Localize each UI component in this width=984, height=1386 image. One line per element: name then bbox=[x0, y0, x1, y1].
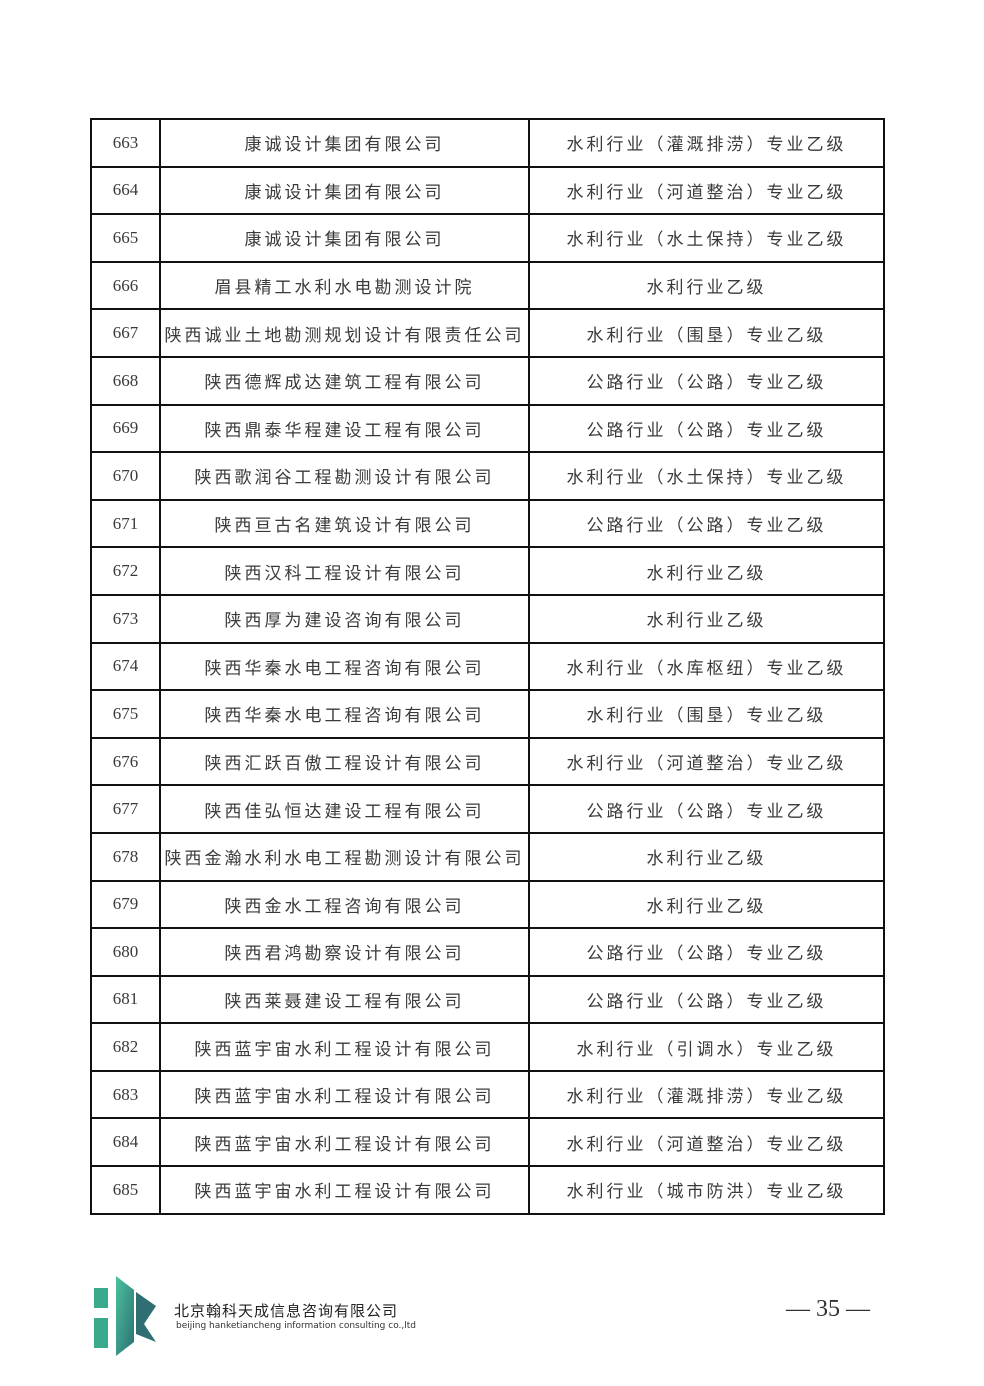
company-name-cell: 康诚设计集团有限公司 bbox=[159, 213, 530, 263]
company-name-cell: 康诚设计集团有限公司 bbox=[159, 118, 530, 168]
company-name-cell: 陕西亘古名建筑设计有限公司 bbox=[159, 498, 530, 549]
company-name-cell: 陕西厚为建设咨询有限公司 bbox=[159, 593, 530, 644]
table-row: 666 眉县精工水利水电勘测设计院 水利行业乙级 bbox=[90, 260, 885, 311]
row-number-cell: 684 bbox=[90, 1117, 161, 1168]
company-name-cell: 陕西汉科工程设计有限公司 bbox=[159, 546, 530, 596]
company-name-cell: 陕西蓝宇宙水利工程设计有限公司 bbox=[159, 1022, 530, 1072]
company-logo bbox=[94, 1276, 156, 1356]
table-row: 671 陕西亘古名建筑设计有限公司 公路行业（公路）专业乙级 bbox=[90, 498, 885, 549]
row-number-cell: 673 bbox=[90, 593, 161, 644]
row-number-cell: 665 bbox=[90, 213, 161, 263]
qualification-cell: 水利行业乙级 bbox=[528, 260, 885, 311]
company-name-cell: 陕西莱聂建设工程有限公司 bbox=[159, 974, 530, 1025]
company-name-cell: 陕西德辉成达建筑工程有限公司 bbox=[159, 355, 530, 406]
table-row: 682 陕西蓝宇宙水利工程设计有限公司 水利行业（引调水）专业乙级 bbox=[90, 1022, 885, 1072]
qualification-cell: 水利行业乙级 bbox=[528, 879, 885, 930]
row-number-cell: 683 bbox=[90, 1069, 161, 1120]
qualification-cell: 公路行业（公路）专业乙级 bbox=[528, 403, 885, 454]
table-row: 677 陕西佳弘恒达建设工程有限公司 公路行业（公路）专业乙级 bbox=[90, 784, 885, 834]
qualification-cell: 公路行业（公路）专业乙级 bbox=[528, 784, 885, 834]
qualification-cell: 水利行业乙级 bbox=[528, 831, 885, 882]
qualification-cell: 水利行业（河道整治）专业乙级 bbox=[528, 736, 885, 787]
table-row: 667 陕西诚业土地勘测规划设计有限责任公司 水利行业（围垦）专业乙级 bbox=[90, 308, 885, 358]
qualification-cell: 水利行业（灌溉排涝）专业乙级 bbox=[528, 118, 885, 168]
table-row: 685 陕西蓝宇宙水利工程设计有限公司 水利行业（城市防洪）专业乙级 bbox=[90, 1165, 885, 1215]
company-name-cell: 陕西君鸿勘察设计有限公司 bbox=[159, 927, 530, 977]
row-number-cell: 682 bbox=[90, 1022, 161, 1072]
page-number: — 35 — bbox=[786, 1296, 870, 1322]
table-row: 675 陕西华秦水电工程咨询有限公司 水利行业（围垦）专业乙级 bbox=[90, 689, 885, 739]
company-name-cell: 眉县精工水利水电勘测设计院 bbox=[159, 260, 530, 311]
qualification-cell: 水利行业（河道整治）专业乙级 bbox=[528, 1117, 885, 1168]
qualification-cell: 水利行业（河道整治）专业乙级 bbox=[528, 165, 885, 216]
table-row: 680 陕西君鸿勘察设计有限公司 公路行业（公路）专业乙级 bbox=[90, 927, 885, 977]
row-number-cell: 678 bbox=[90, 831, 161, 882]
qualification-cell: 水利行业（灌溉排涝）专业乙级 bbox=[528, 1069, 885, 1120]
qualification-cell: 水利行业（引调水）专业乙级 bbox=[528, 1022, 885, 1072]
row-number-cell: 681 bbox=[90, 974, 161, 1025]
company-name-cell: 陕西华秦水电工程咨询有限公司 bbox=[159, 689, 530, 739]
qualification-cell: 水利行业乙级 bbox=[528, 546, 885, 596]
company-name-cell: 陕西诚业土地勘测规划设计有限责任公司 bbox=[159, 308, 530, 358]
row-number-cell: 671 bbox=[90, 498, 161, 549]
qualification-cell: 水利行业（围垦）专业乙级 bbox=[528, 689, 885, 739]
qualification-cell: 水利行业（围垦）专业乙级 bbox=[528, 308, 885, 358]
qualification-cell: 水利行业（城市防洪）专业乙级 bbox=[528, 1165, 885, 1215]
qualification-cell: 水利行业（水土保持）专业乙级 bbox=[528, 213, 885, 263]
company-name-cell: 陕西鼎泰华程建设工程有限公司 bbox=[159, 403, 530, 454]
company-name-cell: 陕西华秦水电工程咨询有限公司 bbox=[159, 641, 530, 692]
qualification-cell: 水利行业（水库枢纽）专业乙级 bbox=[528, 641, 885, 692]
table-row: 674 陕西华秦水电工程咨询有限公司 水利行业（水库枢纽）专业乙级 bbox=[90, 641, 885, 692]
row-number-cell: 664 bbox=[90, 165, 161, 216]
row-number-cell: 679 bbox=[90, 879, 161, 930]
row-number-cell: 667 bbox=[90, 308, 161, 358]
table-row: 676 陕西汇跃百傲工程设计有限公司 水利行业（河道整治）专业乙级 bbox=[90, 736, 885, 787]
row-number-cell: 685 bbox=[90, 1165, 161, 1215]
row-number-cell: 670 bbox=[90, 451, 161, 501]
qualification-cell: 公路行业（公路）专业乙级 bbox=[528, 974, 885, 1025]
company-name-cell: 康诚设计集团有限公司 bbox=[159, 165, 530, 216]
company-name-cn: 北京翰科天成信息咨询有限公司 bbox=[174, 1302, 399, 1320]
company-name-cell: 陕西金瀚水利水电工程勘测设计有限公司 bbox=[159, 831, 530, 882]
table-row: 683 陕西蓝宇宙水利工程设计有限公司 水利行业（灌溉排涝）专业乙级 bbox=[90, 1069, 885, 1120]
row-number-cell: 677 bbox=[90, 784, 161, 834]
company-name-cell: 陕西歌润谷工程勘测设计有限公司 bbox=[159, 451, 530, 501]
row-number-cell: 674 bbox=[90, 641, 161, 692]
row-number-cell: 672 bbox=[90, 546, 161, 596]
table-row: 684 陕西蓝宇宙水利工程设计有限公司 水利行业（河道整治）专业乙级 bbox=[90, 1117, 885, 1168]
qualification-cell: 公路行业（公路）专业乙级 bbox=[528, 355, 885, 406]
table-row: 670 陕西歌润谷工程勘测设计有限公司 水利行业（水土保持）专业乙级 bbox=[90, 451, 885, 501]
row-number-cell: 675 bbox=[90, 689, 161, 739]
row-number-cell: 668 bbox=[90, 355, 161, 406]
company-name-en: beijing hanketiancheng information consu… bbox=[176, 1321, 417, 1331]
table-row: 668 陕西德辉成达建筑工程有限公司 公路行业（公路）专业乙级 bbox=[90, 355, 885, 406]
company-name-cell: 陕西佳弘恒达建设工程有限公司 bbox=[159, 784, 530, 834]
company-name-cell: 陕西金水工程咨询有限公司 bbox=[159, 879, 530, 930]
qualification-cell: 公路行业（公路）专业乙级 bbox=[528, 498, 885, 549]
table-row: 672 陕西汉科工程设计有限公司 水利行业乙级 bbox=[90, 546, 885, 596]
company-name-cell: 陕西蓝宇宙水利工程设计有限公司 bbox=[159, 1117, 530, 1168]
table-row: 669 陕西鼎泰华程建设工程有限公司 公路行业（公路）专业乙级 bbox=[90, 403, 885, 454]
qualification-cell: 公路行业（公路）专业乙级 bbox=[528, 927, 885, 977]
company-name-cell: 陕西汇跃百傲工程设计有限公司 bbox=[159, 736, 530, 787]
table-row: 665 康诚设计集团有限公司 水利行业（水土保持）专业乙级 bbox=[90, 213, 885, 263]
row-number-cell: 669 bbox=[90, 403, 161, 454]
company-name-cell: 陕西蓝宇宙水利工程设计有限公司 bbox=[159, 1165, 530, 1215]
table-row: 681 陕西莱聂建设工程有限公司 公路行业（公路）专业乙级 bbox=[90, 974, 885, 1025]
company-name-cell: 陕西蓝宇宙水利工程设计有限公司 bbox=[159, 1069, 530, 1120]
row-number-cell: 680 bbox=[90, 927, 161, 977]
table-row: 679 陕西金水工程咨询有限公司 水利行业乙级 bbox=[90, 879, 885, 930]
row-number-cell: 676 bbox=[90, 736, 161, 787]
table-row: 673 陕西厚为建设咨询有限公司 水利行业乙级 bbox=[90, 593, 885, 644]
table-row: 663 康诚设计集团有限公司 水利行业（灌溉排涝）专业乙级 bbox=[90, 118, 885, 168]
qualification-cell: 水利行业乙级 bbox=[528, 593, 885, 644]
qualification-cell: 水利行业（水土保持）专业乙级 bbox=[528, 451, 885, 501]
row-number-cell: 663 bbox=[90, 118, 161, 168]
table-row: 678 陕西金瀚水利水电工程勘测设计有限公司 水利行业乙级 bbox=[90, 831, 885, 882]
qualification-table: 663 康诚设计集团有限公司 水利行业（灌溉排涝）专业乙级 664 康诚设计集团有限公司… bbox=[90, 118, 885, 1215]
table-row: 664 康诚设计集团有限公司 水利行业（河道整治）专业乙级 bbox=[90, 165, 885, 216]
row-number-cell: 666 bbox=[90, 260, 161, 311]
